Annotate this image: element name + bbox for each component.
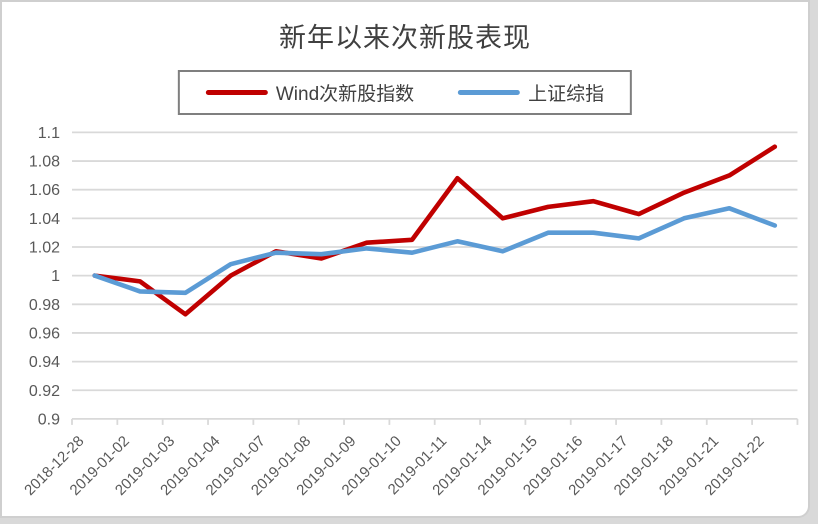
y-axis-tick-label: 0.98	[29, 297, 60, 314]
y-axis-tick-label: 1.1	[38, 125, 60, 142]
y-axis-tick-label: 0.92	[29, 383, 60, 400]
y-axis-tick-label: 0.94	[29, 354, 60, 371]
y-axis-tick-label: 0.9	[38, 411, 60, 428]
y-axis-tick-label: 1.02	[29, 240, 60, 257]
legend-line-swatch-red-icon	[205, 90, 268, 95]
legend-item-shanghai-composite: 上证综指	[458, 79, 604, 106]
chart-frame: 新年以来次新股表现 Wind次新股指数 上证综指 0.9 0.92 0.94 0.96…	[0, 0, 810, 518]
line-chart-plot-area: 0.90.920.940.960.9811.021.041.061.081.12…	[21, 125, 799, 499]
y-axis-tick-label: 1.08	[29, 154, 60, 171]
legend-line-swatch-blue-icon	[458, 90, 521, 95]
y-axis-tick-label: 0.96	[29, 325, 60, 342]
y-axis-tick-label: 1.04	[29, 211, 60, 228]
chart-title: 新年以来次新股表现	[279, 23, 531, 53]
series-line-shanghai-composite	[92, 206, 778, 296]
chart-legend: Wind次新股指数 上证综指	[177, 70, 633, 115]
series-line-wind-index	[92, 144, 778, 317]
legend-label-shanghai-composite: 上证综指	[528, 84, 605, 105]
legend-item-wind-index: Wind次新股指数	[205, 79, 415, 106]
y-axis-tick-label: 1	[51, 268, 60, 285]
legend-label-wind-index: Wind次新股指数	[275, 84, 415, 105]
y-axis-tick-label: 1.06	[29, 182, 60, 199]
